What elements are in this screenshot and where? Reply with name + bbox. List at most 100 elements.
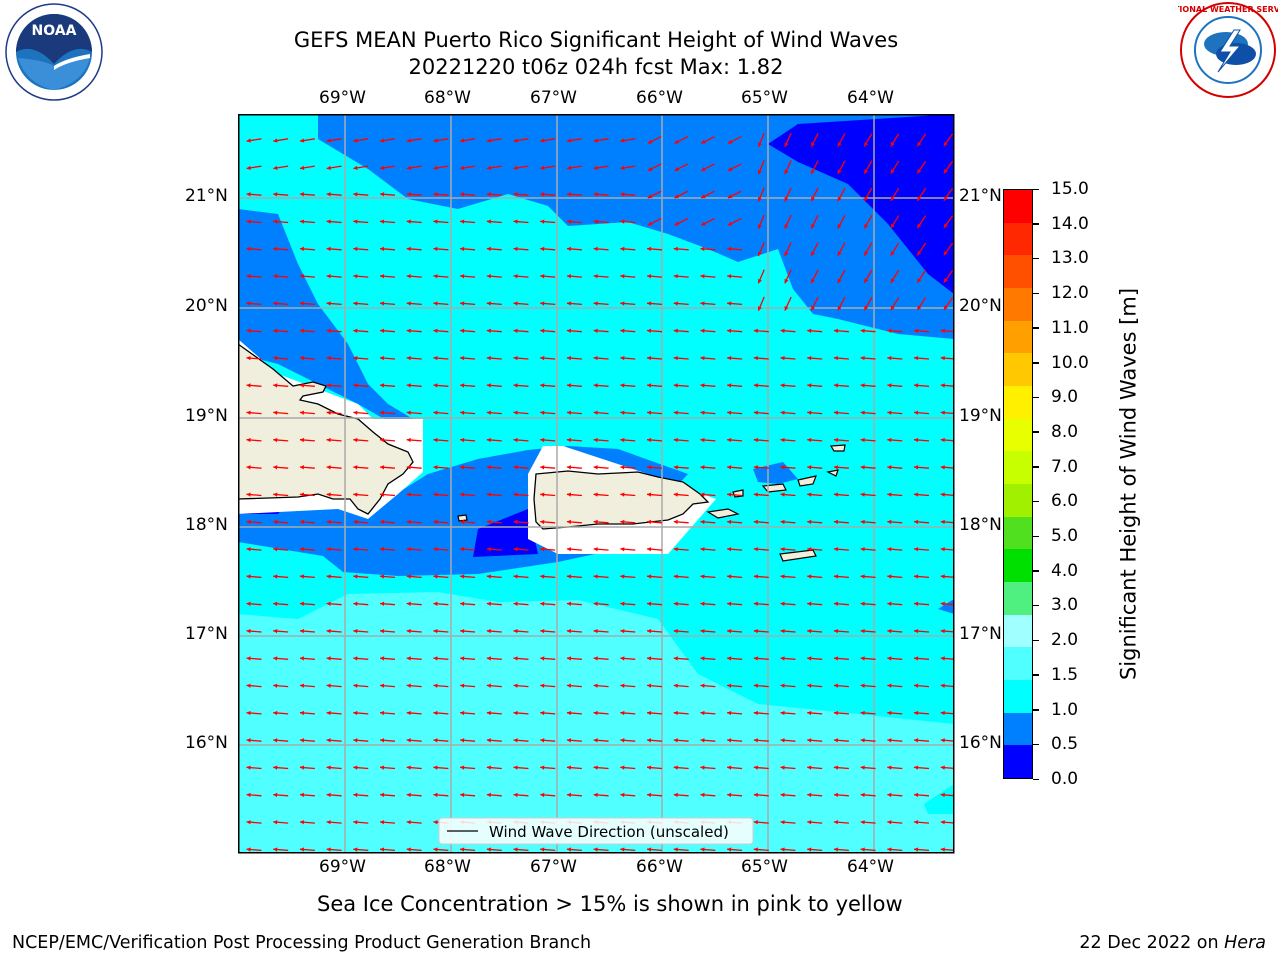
wind-wave-arrow-head	[513, 710, 518, 716]
wind-wave-arrow-head	[940, 492, 945, 497]
wind-wave-arrow-head	[887, 574, 892, 579]
wind-wave-arrow-head	[486, 274, 491, 279]
wind-wave-arrow-head	[246, 437, 251, 443]
wind-wave-arrow-head	[727, 656, 732, 661]
wind-wave-arrow-head	[486, 574, 491, 579]
lat-label-right-19n: 19°N	[959, 406, 1002, 426]
wind-wave-arrow-head	[566, 738, 572, 743]
wind-wave-arrow-head	[246, 683, 251, 688]
wind-wave-arrow-head	[566, 847, 572, 852]
wind-wave-arrow-head	[784, 142, 789, 147]
wind-wave-arrow-head	[833, 628, 839, 634]
wind-wave-arrow-head	[566, 301, 572, 306]
footer-date-text: 22 Dec 2022 on	[1079, 933, 1225, 953]
wind-wave-arrow-head	[246, 547, 251, 552]
wind-wave-arrow-head	[940, 383, 945, 388]
wind-wave-arrow-head	[380, 437, 385, 443]
wind-wave-arrow-head	[353, 355, 358, 361]
wind-wave-arrow-head	[887, 656, 892, 661]
wind-wave-arrow-head	[700, 519, 705, 525]
wind-wave-arrow-head	[486, 628, 491, 634]
wind-wave-arrow-head	[914, 683, 919, 688]
colorbar-tick-mark	[1033, 188, 1039, 190]
wind-wave-arrow-head	[246, 601, 251, 606]
lat-label-left-21n: 21°N	[185, 186, 228, 206]
wind-wave-arrow-head	[700, 410, 705, 415]
wind-wave-arrow-head	[486, 656, 491, 661]
wind-wave-arrow-head	[406, 765, 411, 770]
wind-wave-arrow-head	[620, 847, 625, 852]
wind-wave-arrow-head	[406, 847, 411, 852]
wind-wave-arrow-head	[513, 656, 518, 661]
wind-wave-arrow-head	[673, 574, 678, 579]
wind-wave-arrow-head	[701, 166, 706, 171]
wind-wave-arrow-head	[593, 738, 598, 743]
wind-wave-arrow-head	[246, 274, 251, 279]
wind-wave-arrow-head	[486, 138, 492, 143]
wave-patch-east-edge	[938, 599, 954, 614]
wind-wave-arrow-head	[833, 519, 839, 525]
wind-wave-arrow-head	[299, 274, 305, 279]
wind-wave-arrow-head	[380, 138, 385, 143]
wind-wave-arrow-head	[273, 410, 278, 415]
wind-wave-arrow-head	[540, 274, 545, 279]
wind-wave-arrow-head	[433, 656, 438, 661]
wind-wave-arrow-head	[326, 765, 331, 770]
wind-wave-arrow-head	[273, 192, 278, 197]
wind-wave-arrow-head	[593, 246, 598, 252]
wind-wave-arrow-head	[943, 278, 948, 283]
colorbar-tick-label: 2.0	[1051, 630, 1079, 651]
wind-wave-arrow-head	[246, 301, 251, 306]
wind-wave-arrow-head	[673, 656, 678, 661]
wind-wave-arrow-head	[811, 251, 816, 256]
wind-wave-arrow-head	[914, 492, 919, 497]
wind-wave-arrow-head	[701, 139, 706, 144]
wind-wave-arrow-head	[566, 410, 572, 415]
wind-wave-arrow-head	[647, 547, 652, 552]
wind-wave-arrow-head	[326, 355, 331, 361]
wind-wave-arrow-head	[780, 656, 785, 661]
wind-wave-arrow-head	[860, 765, 865, 770]
colorbar-ticks: 15.0 14.0 13.0 12.0 11.0 10.0 9.0 8.0 7.0 6.0 5.0 4…	[1033, 179, 1103, 790]
wind-wave-arrow-head	[700, 246, 705, 252]
wind-wave-arrow-head	[326, 274, 331, 279]
wind-wave-arrow-head	[727, 683, 732, 688]
wind-wave-arrow-head	[513, 547, 518, 552]
lon-label-top-69w: 69°W	[319, 88, 366, 108]
wind-wave-arrow-head	[943, 305, 948, 310]
wave-band-0.0-0.5-northeast	[768, 114, 954, 294]
wind-wave-arrow-head	[299, 383, 305, 388]
wind-wave-arrow-head	[917, 196, 922, 201]
wind-wave-arrow-head	[433, 328, 438, 333]
wind-wave-arrow-head	[914, 547, 919, 552]
wind-wave-arrow-head	[380, 738, 385, 743]
wind-wave-arrow-head	[566, 628, 572, 634]
wind-wave-arrow-head	[593, 683, 598, 688]
wind-wave-arrow-head	[757, 169, 762, 175]
wind-wave-arrow-head	[811, 224, 816, 229]
wind-wave-arrow-head	[406, 628, 411, 634]
wind-wave-arrow-head	[326, 138, 331, 143]
wind-wave-arrow-head	[273, 465, 278, 470]
wind-wave-arrow-head	[513, 138, 518, 143]
wind-wave-arrow-head	[273, 165, 278, 170]
wind-wave-arrow-head	[860, 547, 865, 552]
wind-wave-arrow-head	[593, 492, 598, 497]
wind-wave-arrow-head	[673, 683, 678, 688]
wind-wave-arrow-head	[917, 223, 922, 229]
wind-wave-arrow-head	[593, 219, 598, 224]
wind-wave-arrow-head	[380, 628, 385, 634]
wind-wave-arrow-head	[486, 192, 491, 197]
wind-wave-arrow-head	[246, 628, 251, 634]
wind-wave-arrow-head	[833, 547, 839, 552]
wind-wave-arrow-head	[673, 738, 678, 743]
wind-wave-arrow-head	[246, 246, 251, 252]
wind-wave-arrow-head	[353, 574, 358, 579]
wind-wave-arrow-head	[887, 683, 892, 688]
wind-wave-arrow-head	[540, 710, 545, 716]
wind-wave-arrow-head	[647, 221, 653, 226]
wind-wave-arrow-head	[406, 601, 411, 606]
wind-wave-arrow-head	[647, 628, 652, 634]
wind-wave-arrow-head	[326, 246, 331, 252]
wind-wave-arrow-head	[513, 219, 518, 224]
